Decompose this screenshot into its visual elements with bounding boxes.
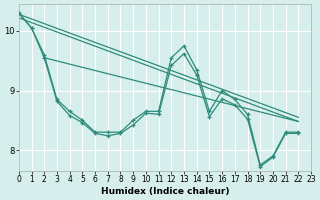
X-axis label: Humidex (Indice chaleur): Humidex (Indice chaleur): [101, 187, 229, 196]
